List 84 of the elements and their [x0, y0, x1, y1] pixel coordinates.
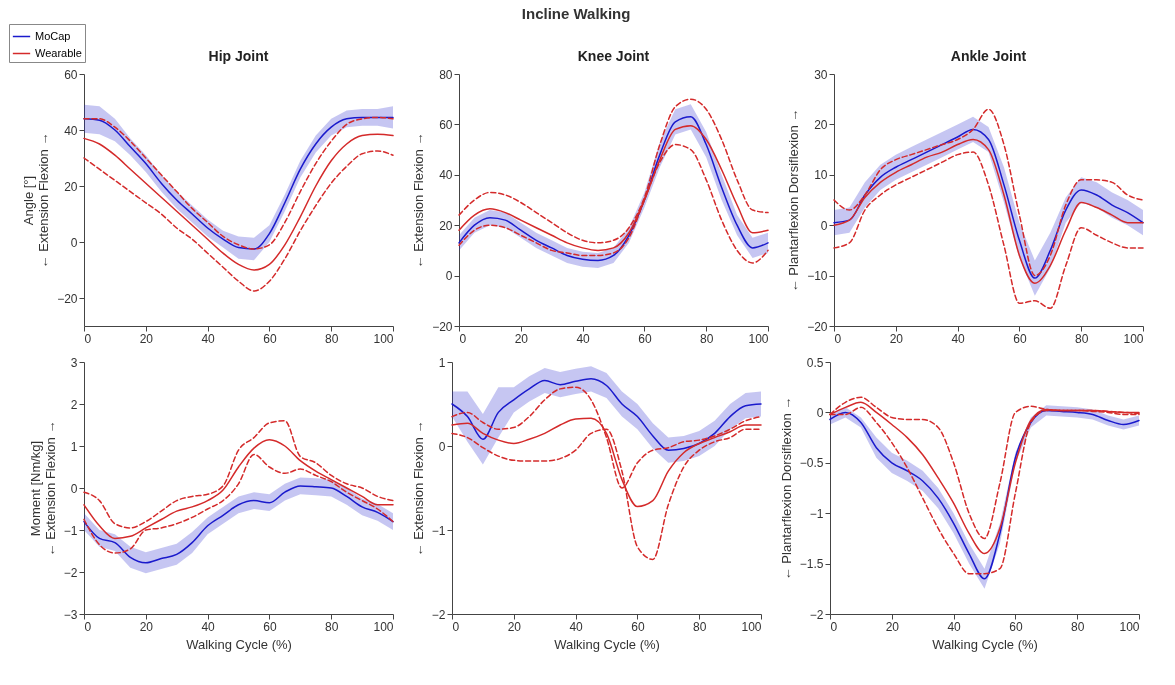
x-tick-label: 0 [84, 619, 92, 634]
x-tick-label: 100 [373, 331, 394, 346]
y-tick-label: 3 [70, 355, 78, 370]
x-tick-label: 80 [693, 619, 707, 634]
x-tick-label: 0 [830, 619, 838, 634]
chart-title: Ankle Joint [950, 48, 1027, 64]
x-axis-title: Walking Cycle (%) [932, 636, 1038, 652]
y-axis-title: ← Extension Flexion → [410, 420, 426, 557]
y-tick-label: −20 [432, 319, 453, 334]
x-tick-label: 20 [889, 331, 904, 346]
y-tick-label: −1.5 [799, 557, 824, 572]
y-tick-label: −20 [807, 319, 828, 334]
x-tick-label: 40 [569, 619, 584, 634]
x-axis-title: Walking Cycle (%) [186, 636, 292, 652]
x-tick-label: 80 [325, 619, 339, 634]
x-tick-label: 60 [1013, 331, 1027, 346]
x-tick-label: 40 [201, 619, 216, 634]
y-tick-label: 20 [64, 179, 78, 194]
text: Incline Walking [521, 4, 631, 22]
x-tick-label: 20 [885, 619, 900, 634]
y-axis-title: ← Plantarflexion Dorsiflexion → [786, 108, 802, 293]
y-tick-label: 0 [445, 269, 453, 284]
chart-title: Hip Joint [208, 48, 269, 64]
y-axis-title: Moment [Nm/kg] ← Extension Flexion → [27, 420, 58, 557]
x-axis-title: Walking Cycle (%) [554, 636, 660, 652]
x-tick-label: 60 [263, 619, 277, 634]
x-tick-label: 40 [576, 331, 591, 346]
x-tick-label: 100 [1123, 331, 1144, 346]
y-tick-label: 0 [70, 235, 78, 250]
y-tick-label: 2 [70, 397, 78, 412]
x-tick-label: 20 [514, 331, 529, 346]
y-tick-label: −2 [63, 565, 78, 580]
y-tick-label: 20 [814, 117, 828, 132]
chart-title: Knee Joint [577, 48, 650, 64]
x-tick-label: 80 [700, 331, 714, 346]
y-tick-label: 10 [814, 168, 828, 183]
y-tick-label: 40 [64, 123, 78, 138]
x-tick-label: 60 [263, 331, 277, 346]
y-tick-label: −10 [807, 269, 828, 284]
y-tick-label: −1 [809, 506, 824, 521]
y-tick-label: 60 [64, 67, 78, 82]
x-tick-label: 100 [741, 619, 762, 634]
x-tick-label: 20 [139, 619, 154, 634]
x-tick-label: 20 [507, 619, 522, 634]
y-tick-label: 20 [439, 218, 453, 233]
y-tick-label: 80 [439, 67, 453, 82]
y-tick-label: −1 [431, 523, 446, 538]
x-tick-label: 60 [638, 331, 652, 346]
x-tick-label: 40 [201, 331, 216, 346]
x-tick-label: 60 [631, 619, 645, 634]
y-tick-label: 1 [438, 355, 446, 370]
y-tick-label: 0 [70, 481, 78, 496]
x-tick-label: 20 [139, 331, 154, 346]
y-tick-label: −2 [809, 607, 824, 622]
x-tick-label: 0 [84, 331, 92, 346]
x-tick-label: 0 [834, 331, 842, 346]
y-tick-label: −0.5 [799, 456, 824, 471]
x-tick-label: 100 [748, 331, 769, 346]
y-tick-label: 40 [439, 168, 453, 183]
x-tick-label: 60 [1009, 619, 1023, 634]
x-tick-label: 40 [951, 331, 966, 346]
y-axis-title: ← Plantarflexion Dorsiflexion → [778, 396, 794, 581]
x-tick-label: 80 [1071, 619, 1085, 634]
y-axis-title: ← Extension Flexion → [411, 132, 427, 269]
x-tick-label: 100 [373, 619, 394, 634]
y-tick-label: 1 [70, 439, 78, 454]
y-tick-label: 0 [816, 405, 824, 420]
y-tick-label: 0 [820, 218, 828, 233]
x-tick-label: 80 [325, 331, 339, 346]
y-tick-label: −3 [63, 607, 78, 622]
y-axis-title: Angle [°] ← Extension Flexion → [21, 132, 52, 269]
y-tick-label: 0.5 [806, 355, 824, 370]
legend-label: MoCap [35, 29, 71, 42]
x-tick-label: 40 [947, 619, 962, 634]
x-tick-label: 80 [1075, 331, 1089, 346]
legend-label: Wearable [35, 46, 82, 59]
y-tick-label: −20 [57, 291, 78, 306]
x-tick-label: 0 [459, 331, 467, 346]
x-tick-label: 100 [1119, 619, 1140, 634]
y-tick-label: 30 [814, 67, 828, 82]
y-tick-label: −2 [431, 607, 446, 622]
y-tick-label: 60 [439, 117, 453, 132]
y-tick-label: 0 [438, 439, 446, 454]
y-tick-label: −1 [63, 523, 78, 538]
